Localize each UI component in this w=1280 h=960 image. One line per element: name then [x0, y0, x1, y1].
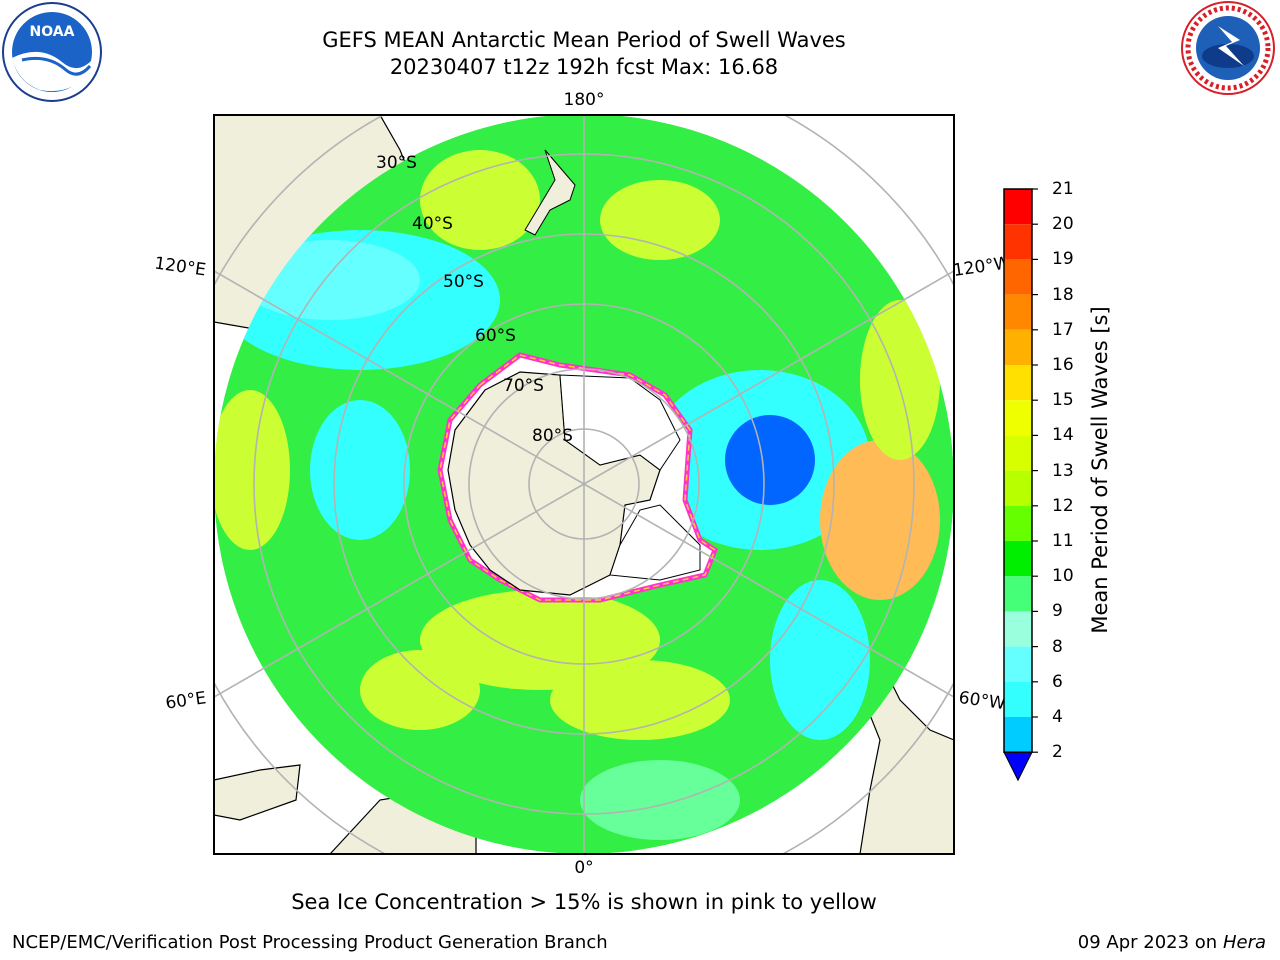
map-frame — [213, 114, 955, 855]
colorbar-tick-label: 13 — [1052, 460, 1074, 481]
colorbar — [1003, 188, 1038, 782]
colorbar-swatch — [1004, 365, 1032, 401]
lat-label-50s: 50°S — [443, 272, 484, 292]
colorbar-tick-label: 10 — [1052, 566, 1074, 587]
colorbar-tick-label: 21 — [1052, 179, 1074, 199]
colorbar-swatch — [1004, 717, 1032, 753]
colorbar-swatch — [1004, 576, 1032, 612]
colorbar-tick-label: 4 — [1052, 707, 1063, 727]
colorbar-swatch — [1004, 259, 1032, 295]
colorbar-tick-label: 16 — [1052, 355, 1074, 375]
lon-label-120w: 120°W — [952, 253, 1012, 281]
colorbar-tick-label: 8 — [1052, 636, 1063, 657]
colorbar-tick-label: 9 — [1052, 601, 1063, 622]
chart-title: GEFS MEAN Antarctic Mean Period of Swell… — [322, 28, 846, 52]
colorbar-swatch — [1004, 400, 1032, 436]
colorbar-label: Mean Period of Swell Waves [s] — [1088, 306, 1112, 634]
chart-subtitle: 20230407 t12z 192h fcst Max: 16.68 — [389, 55, 779, 79]
lat-label-40s: 40°S — [412, 214, 453, 234]
colorbar-tick-label: 14 — [1052, 425, 1074, 446]
colorbar-tick-label: 18 — [1052, 284, 1074, 305]
colorbar-tick-label: 11 — [1052, 531, 1074, 551]
west-antarctica-ice — [609, 504, 701, 581]
noaa-logo: NOAA — [2, 2, 102, 102]
footer-host: Hera — [1222, 932, 1266, 953]
lon-label-60w: 60°W — [957, 688, 1006, 714]
lon-label-60e: 60°E — [164, 688, 207, 713]
colorbar-extend-arrow — [1003, 751, 1033, 782]
colorbar-swatch — [1004, 611, 1032, 647]
colorbar-tick-label: 17 — [1052, 319, 1074, 340]
graticule — [214, 115, 954, 854]
new-zealand-land — [524, 149, 576, 236]
lat-label-60s: 60°S — [475, 326, 516, 346]
colorbar-tick-label: 2 — [1052, 742, 1063, 763]
lat-label-70s: 70°S — [503, 376, 544, 396]
colorbar-tick-label: 19 — [1052, 249, 1074, 270]
noaa-logo-text: NOAA — [30, 24, 75, 40]
colorbar-swatch — [1004, 505, 1032, 541]
colorbar-swatch — [1004, 541, 1032, 577]
colorbar-tick-label: 12 — [1052, 495, 1074, 516]
colorbar-tick-label: 6 — [1052, 671, 1063, 692]
lat-label-80s: 80°S — [532, 426, 573, 446]
lat-label-30s: 30°S — [376, 153, 417, 173]
nws-logo — [1181, 1, 1275, 95]
footer-date-text: 09 Apr 2023 on — [1077, 932, 1223, 953]
colorbar-swatch — [1004, 294, 1032, 330]
colorbar-tick-label: 20 — [1052, 214, 1074, 235]
lon-label-120e: 120°E — [153, 254, 207, 281]
madagascar-land — [214, 764, 301, 821]
sea-ice-note: Sea Ice Concentration > 15% is shown in … — [291, 890, 877, 914]
colorbar-swatch — [1004, 189, 1032, 225]
colorbar-swatch — [1004, 646, 1032, 682]
colorbar-swatch — [1004, 681, 1032, 717]
lon-label-180: 180° — [564, 90, 605, 110]
colorbar-swatch — [1004, 329, 1032, 365]
lon-label-0: 0° — [574, 858, 593, 878]
footer-credit: NCEP/EMC/Verification Post Processing Pr… — [12, 932, 608, 953]
footer-date: 09 Apr 2023 on Hera — [1078, 932, 1266, 953]
colorbar-swatch — [1004, 470, 1032, 506]
colorbar-tick-label: 15 — [1052, 390, 1074, 411]
colorbar-swatch — [1004, 435, 1032, 471]
colorbar-swatch — [1004, 224, 1032, 260]
